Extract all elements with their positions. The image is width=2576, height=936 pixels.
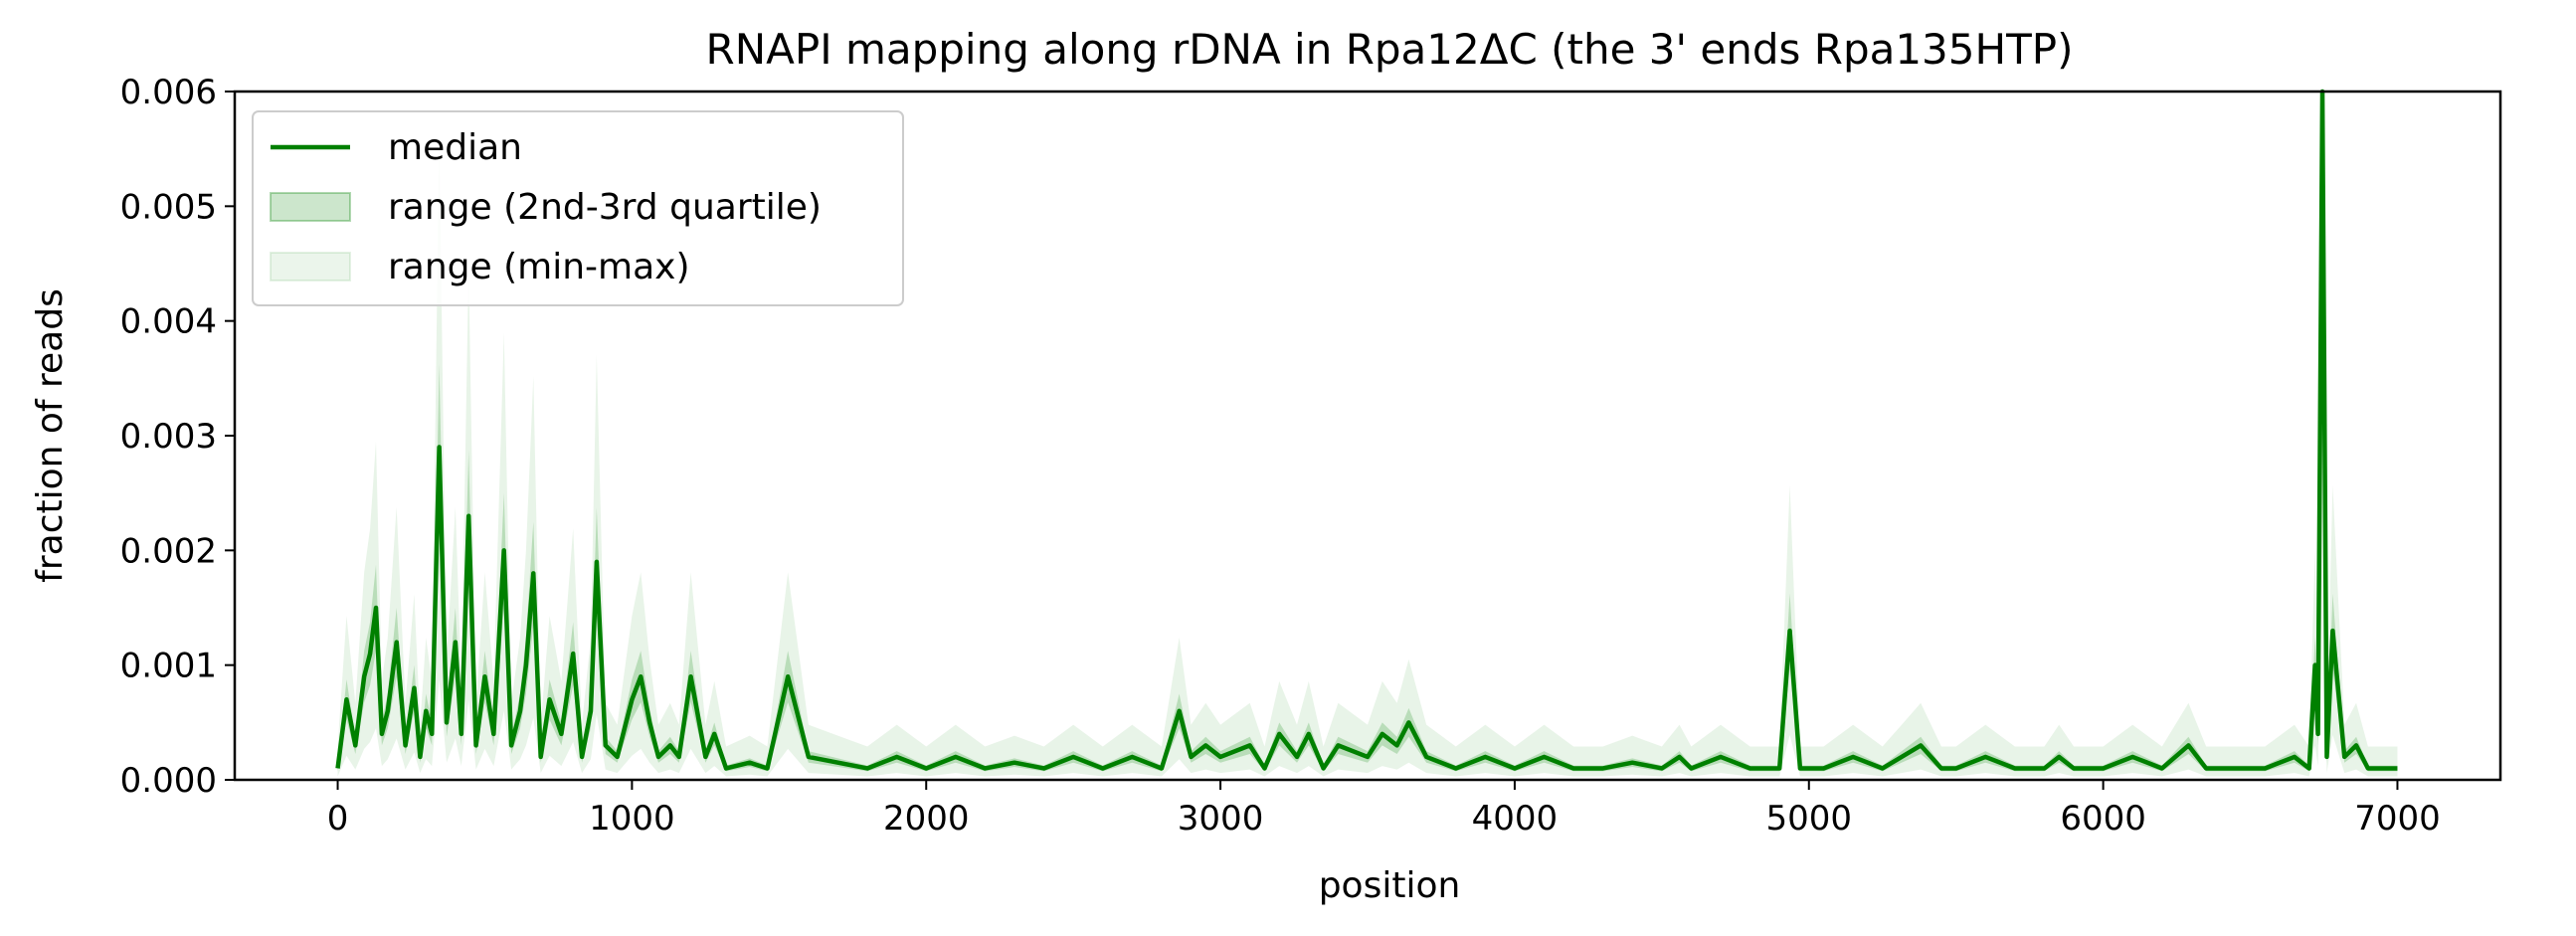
x-tick-label: 7000 bbox=[2354, 799, 2441, 839]
x-axis-ticks: 0 1000 2000 3000 4000 5000 6000 7000 bbox=[327, 780, 2441, 839]
x-axis-label: position bbox=[1319, 865, 1461, 906]
legend-label: median bbox=[388, 127, 522, 168]
y-tick-label: 0.003 bbox=[120, 417, 217, 457]
x-tick-label: 0 bbox=[327, 799, 349, 839]
minmax-band bbox=[337, 92, 2398, 777]
legend-swatch-quartile bbox=[270, 192, 351, 222]
y-tick-label: 0.005 bbox=[120, 187, 217, 227]
legend-label: range (2nd-3rd quartile) bbox=[388, 187, 822, 228]
legend: median range (2nd-3rd quartile) range (min… bbox=[252, 110, 904, 306]
y-axis-ticks: 0.000 0.001 0.002 0.003 0.004 0.005 0.006 bbox=[120, 73, 235, 801]
x-tick-label: 2000 bbox=[883, 799, 970, 839]
x-tick-label: 6000 bbox=[2060, 799, 2146, 839]
y-tick-label: 0.004 bbox=[120, 302, 217, 342]
minmax-range-layer bbox=[337, 92, 2398, 777]
chart-title: RNAPI mapping along rDNA in Rpa12ΔC (the… bbox=[706, 25, 2074, 74]
y-tick-label: 0.001 bbox=[120, 647, 217, 686]
y-tick-label: 0.000 bbox=[120, 761, 217, 801]
legend-label: range (min-max) bbox=[388, 247, 690, 287]
y-axis-label: fraction of reads bbox=[30, 288, 71, 583]
x-tick-label: 4000 bbox=[1472, 799, 1559, 839]
legend-swatch-minmax bbox=[270, 252, 351, 281]
x-tick-label: 1000 bbox=[589, 799, 675, 839]
x-tick-label: 3000 bbox=[1178, 799, 1264, 839]
legend-box bbox=[252, 110, 904, 306]
plot-area bbox=[335, 89, 2398, 777]
median-line bbox=[335, 89, 2398, 771]
y-tick-label: 0.002 bbox=[120, 531, 217, 571]
y-tick-label: 0.006 bbox=[120, 73, 217, 112]
x-tick-label: 5000 bbox=[1766, 799, 1853, 839]
